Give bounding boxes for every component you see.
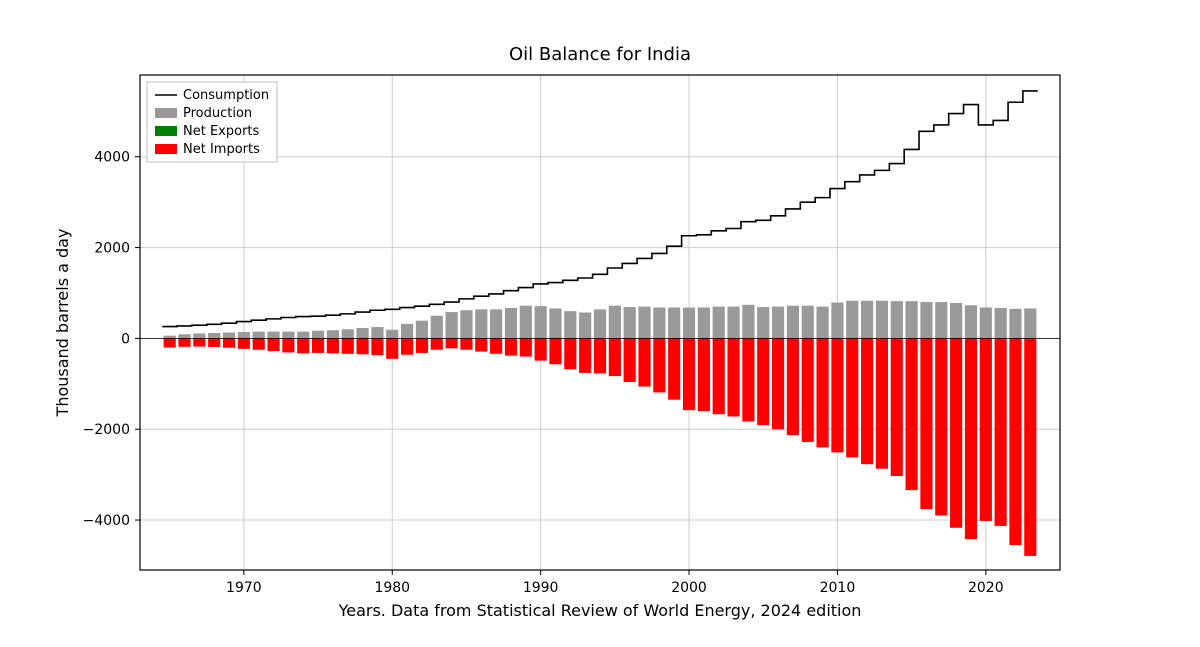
legend-item-label: Consumption bbox=[183, 88, 269, 103]
svg-text:1990: 1990 bbox=[523, 580, 559, 596]
svg-text:−2000: −2000 bbox=[83, 422, 130, 438]
chart-container: 1970 1980 1990 2000 2010 2020 −4000 −2000 0 2000 4… bbox=[0, 0, 1200, 647]
svg-text:2020: 2020 bbox=[968, 580, 1004, 596]
y-axis-label: Thousand barrels a day bbox=[53, 229, 72, 418]
legend-swatch-bar bbox=[155, 108, 177, 118]
svg-text:2010: 2010 bbox=[820, 580, 856, 596]
legend-item-label: Production bbox=[183, 106, 252, 121]
legend-swatch-bar bbox=[155, 144, 177, 154]
svg-text:4000: 4000 bbox=[94, 150, 130, 166]
svg-text:0: 0 bbox=[121, 331, 130, 347]
x-axis-label: Years. Data from Statistical Review of W… bbox=[338, 601, 862, 620]
svg-text:−4000: −4000 bbox=[83, 513, 130, 529]
oil-balance-chart: 1970 1980 1990 2000 2010 2020 −4000 −2000 0 2000 4… bbox=[0, 0, 1200, 647]
svg-text:1980: 1980 bbox=[374, 580, 410, 596]
svg-text:2000: 2000 bbox=[94, 241, 130, 257]
svg-text:1970: 1970 bbox=[226, 580, 262, 596]
legend-item-label: Net Exports bbox=[183, 124, 260, 139]
svg-text:2000: 2000 bbox=[671, 580, 707, 596]
legend-item-label: Net Imports bbox=[183, 142, 260, 157]
legend-swatch-bar bbox=[155, 126, 177, 136]
chart-title: Oil Balance for India bbox=[509, 44, 691, 65]
